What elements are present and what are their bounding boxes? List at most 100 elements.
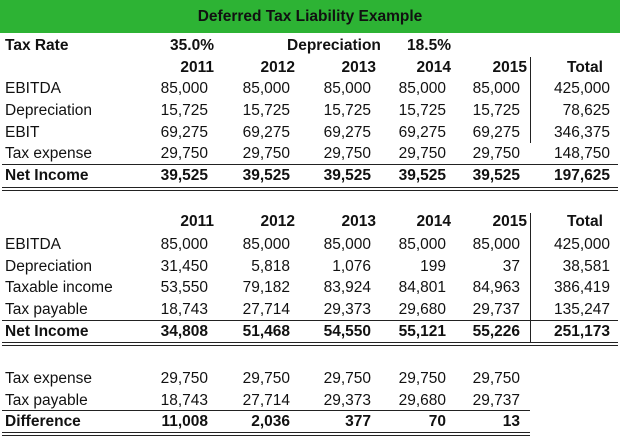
- value-cell: 18,743: [160, 301, 208, 318]
- total-cell: 251,173: [553, 323, 610, 340]
- value-cell: 29,680: [398, 392, 446, 409]
- row-label: Depreciation: [5, 258, 93, 275]
- value-cell: 69,275: [242, 124, 290, 141]
- value-cell: 18,743: [160, 392, 208, 409]
- value-cell: 85,000: [398, 80, 446, 97]
- value-cell: 29,750: [160, 145, 208, 162]
- value-cell: 29,750: [242, 145, 290, 162]
- value-cell: 29,750: [398, 370, 446, 387]
- total-cell: 135,247: [553, 301, 610, 318]
- value-cell: 84,801: [398, 279, 446, 296]
- total-cell: 425,000: [553, 236, 610, 253]
- total-cell: 425,000: [553, 80, 610, 97]
- value-cell: 27,714: [242, 392, 290, 409]
- value-cell: 69,275: [472, 124, 520, 141]
- value-cell: 39,525: [160, 167, 208, 184]
- value-cell: 27,714: [242, 301, 290, 318]
- value-cell: 39,525: [242, 167, 290, 184]
- value-cell: 84,963: [472, 279, 520, 296]
- value-cell: 29,737: [472, 301, 520, 318]
- row-label: EBIT: [5, 124, 40, 141]
- value-cell: 85,000: [323, 80, 371, 97]
- column-header-total: Total: [567, 213, 603, 230]
- value-cell: 29,750: [472, 145, 520, 162]
- value-cell: 1,076: [332, 258, 371, 275]
- value-cell: 29,750: [323, 370, 371, 387]
- depreciation-rate-value: 18.5%: [407, 37, 451, 54]
- value-cell: 377: [345, 413, 371, 430]
- value-cell: 29,750: [160, 370, 208, 387]
- value-cell: 29,737: [472, 392, 520, 409]
- row-label: Tax expense: [5, 370, 93, 387]
- value-cell: 29,750: [242, 370, 290, 387]
- row-separator-line: [2, 164, 618, 165]
- value-cell: 39,525: [323, 167, 371, 184]
- value-cell: 70: [428, 413, 446, 430]
- value-cell: 29,750: [398, 145, 446, 162]
- total-cell: 78,625: [562, 102, 610, 119]
- column-header-year: 2014: [416, 213, 451, 230]
- column-header-year: 2013: [341, 213, 376, 230]
- value-cell: 55,226: [472, 323, 520, 340]
- value-cell: 39,525: [398, 167, 446, 184]
- total-column-divider: [530, 213, 531, 343]
- column-header-year: 2012: [260, 213, 295, 230]
- row-label: EBITDA: [5, 236, 61, 253]
- row-label: Net Income: [5, 323, 89, 340]
- value-cell: 85,000: [398, 236, 446, 253]
- total-column-divider: [530, 57, 531, 143]
- value-cell: 51,468: [242, 323, 290, 340]
- value-cell: 85,000: [472, 236, 520, 253]
- row-label: Tax payable: [5, 392, 88, 409]
- total-cell: 386,419: [553, 279, 610, 296]
- value-cell: 37: [502, 258, 520, 275]
- value-cell: 31,450: [160, 258, 208, 275]
- value-cell: 15,725: [398, 102, 446, 119]
- value-cell: 79,182: [242, 279, 290, 296]
- total-cell: 346,375: [553, 124, 610, 141]
- value-cell: 29,750: [472, 370, 520, 387]
- value-cell: 39,525: [472, 167, 520, 184]
- row-label: Tax payable: [5, 301, 88, 318]
- row-separator-line: [2, 410, 530, 411]
- double-underline: [2, 432, 530, 436]
- tax-rate-label: Tax Rate: [5, 37, 69, 54]
- value-cell: 15,725: [160, 102, 208, 119]
- row-label: Difference: [5, 413, 81, 430]
- total-cell: 197,625: [553, 167, 610, 184]
- column-header-total: Total: [567, 59, 603, 76]
- value-cell: 53,550: [160, 279, 208, 296]
- row-label: Taxable income: [5, 279, 113, 296]
- value-cell: 29,373: [323, 392, 371, 409]
- value-cell: 85,000: [242, 80, 290, 97]
- value-cell: 29,750: [323, 145, 371, 162]
- row-label: EBITDA: [5, 80, 61, 97]
- column-header-year: 2011: [180, 59, 214, 76]
- column-header-year: 2011: [180, 213, 214, 230]
- value-cell: 5,818: [251, 258, 290, 275]
- column-header-year: 2015: [492, 59, 527, 76]
- value-cell: 13: [502, 413, 520, 430]
- value-cell: 15,725: [242, 102, 290, 119]
- value-cell: 11,008: [161, 413, 208, 430]
- value-cell: 29,373: [323, 301, 371, 318]
- depreciation-rate-label: Depreciation: [287, 37, 381, 54]
- total-cell: 38,581: [562, 258, 610, 275]
- value-cell: 69,275: [398, 124, 446, 141]
- table-title: Deferred Tax Liability Example: [0, 0, 620, 33]
- row-label: Depreciation: [5, 102, 93, 119]
- value-cell: 85,000: [242, 236, 290, 253]
- value-cell: 15,725: [323, 102, 371, 119]
- value-cell: 85,000: [160, 80, 208, 97]
- value-cell: 15,725: [472, 102, 520, 119]
- value-cell: 34,808: [160, 323, 208, 340]
- column-header-year: 2015: [492, 213, 527, 230]
- value-cell: 2,036: [251, 413, 290, 430]
- value-cell: 85,000: [160, 236, 208, 253]
- column-header-year: 2014: [416, 59, 451, 76]
- tax-rate-value: 35.0%: [170, 37, 214, 54]
- value-cell: 199: [420, 258, 446, 275]
- double-underline: [2, 187, 618, 191]
- value-cell: 69,275: [160, 124, 208, 141]
- row-separator-line: [2, 320, 618, 321]
